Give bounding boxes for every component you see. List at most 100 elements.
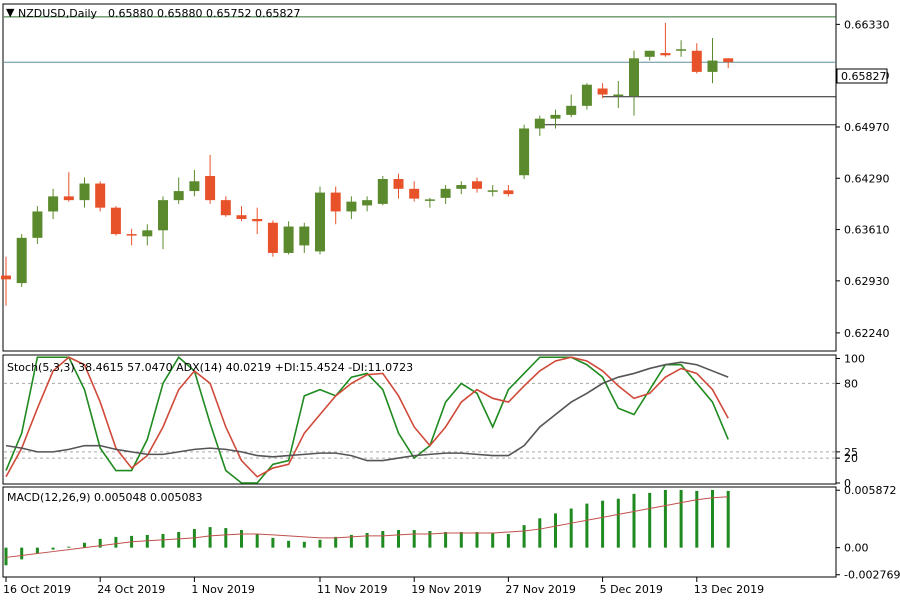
- candle-body: [346, 201, 357, 212]
- candle: [503, 185, 514, 197]
- candle: [519, 124, 530, 180]
- candle-body: [205, 175, 216, 201]
- macd-bar: [491, 532, 495, 548]
- y-tick-label: 25: [844, 446, 858, 459]
- macd-pane[interactable]: 0.005872 0.00 -0.002769: [2, 484, 900, 582]
- macd-bar: [224, 528, 228, 548]
- candle-body: [142, 230, 153, 237]
- candle-body: [63, 196, 74, 201]
- x-tick-label: 24 Oct 2019: [97, 583, 165, 596]
- candle: [613, 80, 624, 109]
- series-line-adx: [5, 361, 729, 462]
- candle: [550, 109, 561, 129]
- candle-body: [79, 183, 90, 201]
- macd-bar: [4, 547, 8, 566]
- candle: [1, 256, 11, 306]
- candle-body: [220, 200, 231, 216]
- candle: [440, 185, 451, 204]
- price-pane[interactable]: 0.663300.656500.649700.642900.636100.629…: [1, 3, 890, 352]
- macd-bar: [381, 531, 385, 548]
- candle-body: [424, 199, 435, 201]
- candle-body: [644, 50, 655, 57]
- candle-body: [330, 192, 341, 212]
- candle-body: [676, 49, 687, 51]
- macd-bar: [506, 533, 510, 548]
- candle: [110, 206, 121, 236]
- candle: [597, 83, 608, 99]
- header-dropdown-icon[interactable]: ▼: [6, 6, 15, 19]
- candle-body: [409, 188, 420, 199]
- candle-body: [534, 118, 545, 129]
- candle: [126, 228, 137, 246]
- y-tick-label: 0: [844, 477, 851, 490]
- macd-signal-line: [5, 496, 729, 558]
- candle-body: [267, 222, 278, 253]
- series-line-stoch_signal: [5, 356, 729, 478]
- candle-body: [472, 181, 482, 189]
- macd-bar: [349, 534, 353, 548]
- y-tick-label: -0.002769: [844, 569, 900, 582]
- candle: [424, 197, 435, 208]
- candle-body: [393, 179, 404, 189]
- macd-bar: [20, 547, 24, 560]
- candle: [267, 220, 278, 257]
- candle: [236, 206, 247, 222]
- candle: [456, 181, 467, 195]
- candle: [205, 154, 216, 204]
- candle: [707, 37, 718, 84]
- macd-bar: [695, 490, 699, 548]
- candle: [566, 94, 577, 118]
- macd-bar: [428, 531, 432, 548]
- macd-bar: [397, 530, 400, 548]
- candle-body: [1, 275, 11, 280]
- macd-bar: [287, 540, 291, 548]
- current-price-label: 0.65827: [841, 70, 887, 83]
- symbol-label: NZDUSD,Daily: [18, 7, 98, 20]
- candle: [346, 196, 357, 219]
- candle: [409, 181, 420, 202]
- y-tick-label: 100: [844, 352, 865, 365]
- candle: [299, 222, 310, 253]
- candle-body: [707, 60, 718, 72]
- candle: [723, 58, 734, 69]
- candle: [660, 22, 671, 57]
- candle: [63, 172, 74, 202]
- candle-body: [48, 196, 59, 212]
- macd-bar: [632, 493, 636, 548]
- macd-bar: [240, 530, 243, 548]
- candle-body: [362, 200, 373, 206]
- candle-body: [236, 215, 247, 219]
- macd-bar: [98, 538, 102, 548]
- candle: [32, 206, 43, 244]
- candle-body: [315, 192, 325, 252]
- stochastic-label: Stoch(5,3,3) 38.4615 57.0470 ADX(14) 40.…: [7, 361, 413, 374]
- candle: [362, 196, 373, 212]
- macd-bar: [83, 542, 86, 548]
- y-tick-label: 0.62240: [844, 327, 890, 340]
- macd-bar: [726, 490, 730, 548]
- candle-body: [456, 185, 467, 189]
- candle: [142, 224, 153, 246]
- macd-label: MACD(12,26,9) 0.005048 0.005083: [7, 491, 203, 504]
- macd-bar: [161, 533, 165, 548]
- macd-bar: [475, 532, 479, 548]
- y-tick-label: 0.64970: [844, 121, 890, 134]
- candle: [315, 186, 325, 255]
- candle: [220, 196, 231, 217]
- current-price-tag: 0.65827: [836, 68, 888, 84]
- candle: [330, 186, 341, 225]
- macd-bar: [444, 532, 448, 548]
- macd-bar: [302, 541, 306, 548]
- y-tick-label: 0.62930: [844, 275, 890, 288]
- y-tick-label: 0.63610: [844, 224, 890, 237]
- candle: [189, 169, 200, 197]
- candle-body: [629, 58, 639, 97]
- candle-body: [723, 58, 734, 63]
- x-tick-label: 1 Nov 2019: [191, 583, 254, 596]
- candle-body: [519, 128, 530, 176]
- y-tick-label: 0.64290: [844, 172, 890, 185]
- macd-bar: [522, 525, 526, 548]
- candle: [48, 188, 59, 219]
